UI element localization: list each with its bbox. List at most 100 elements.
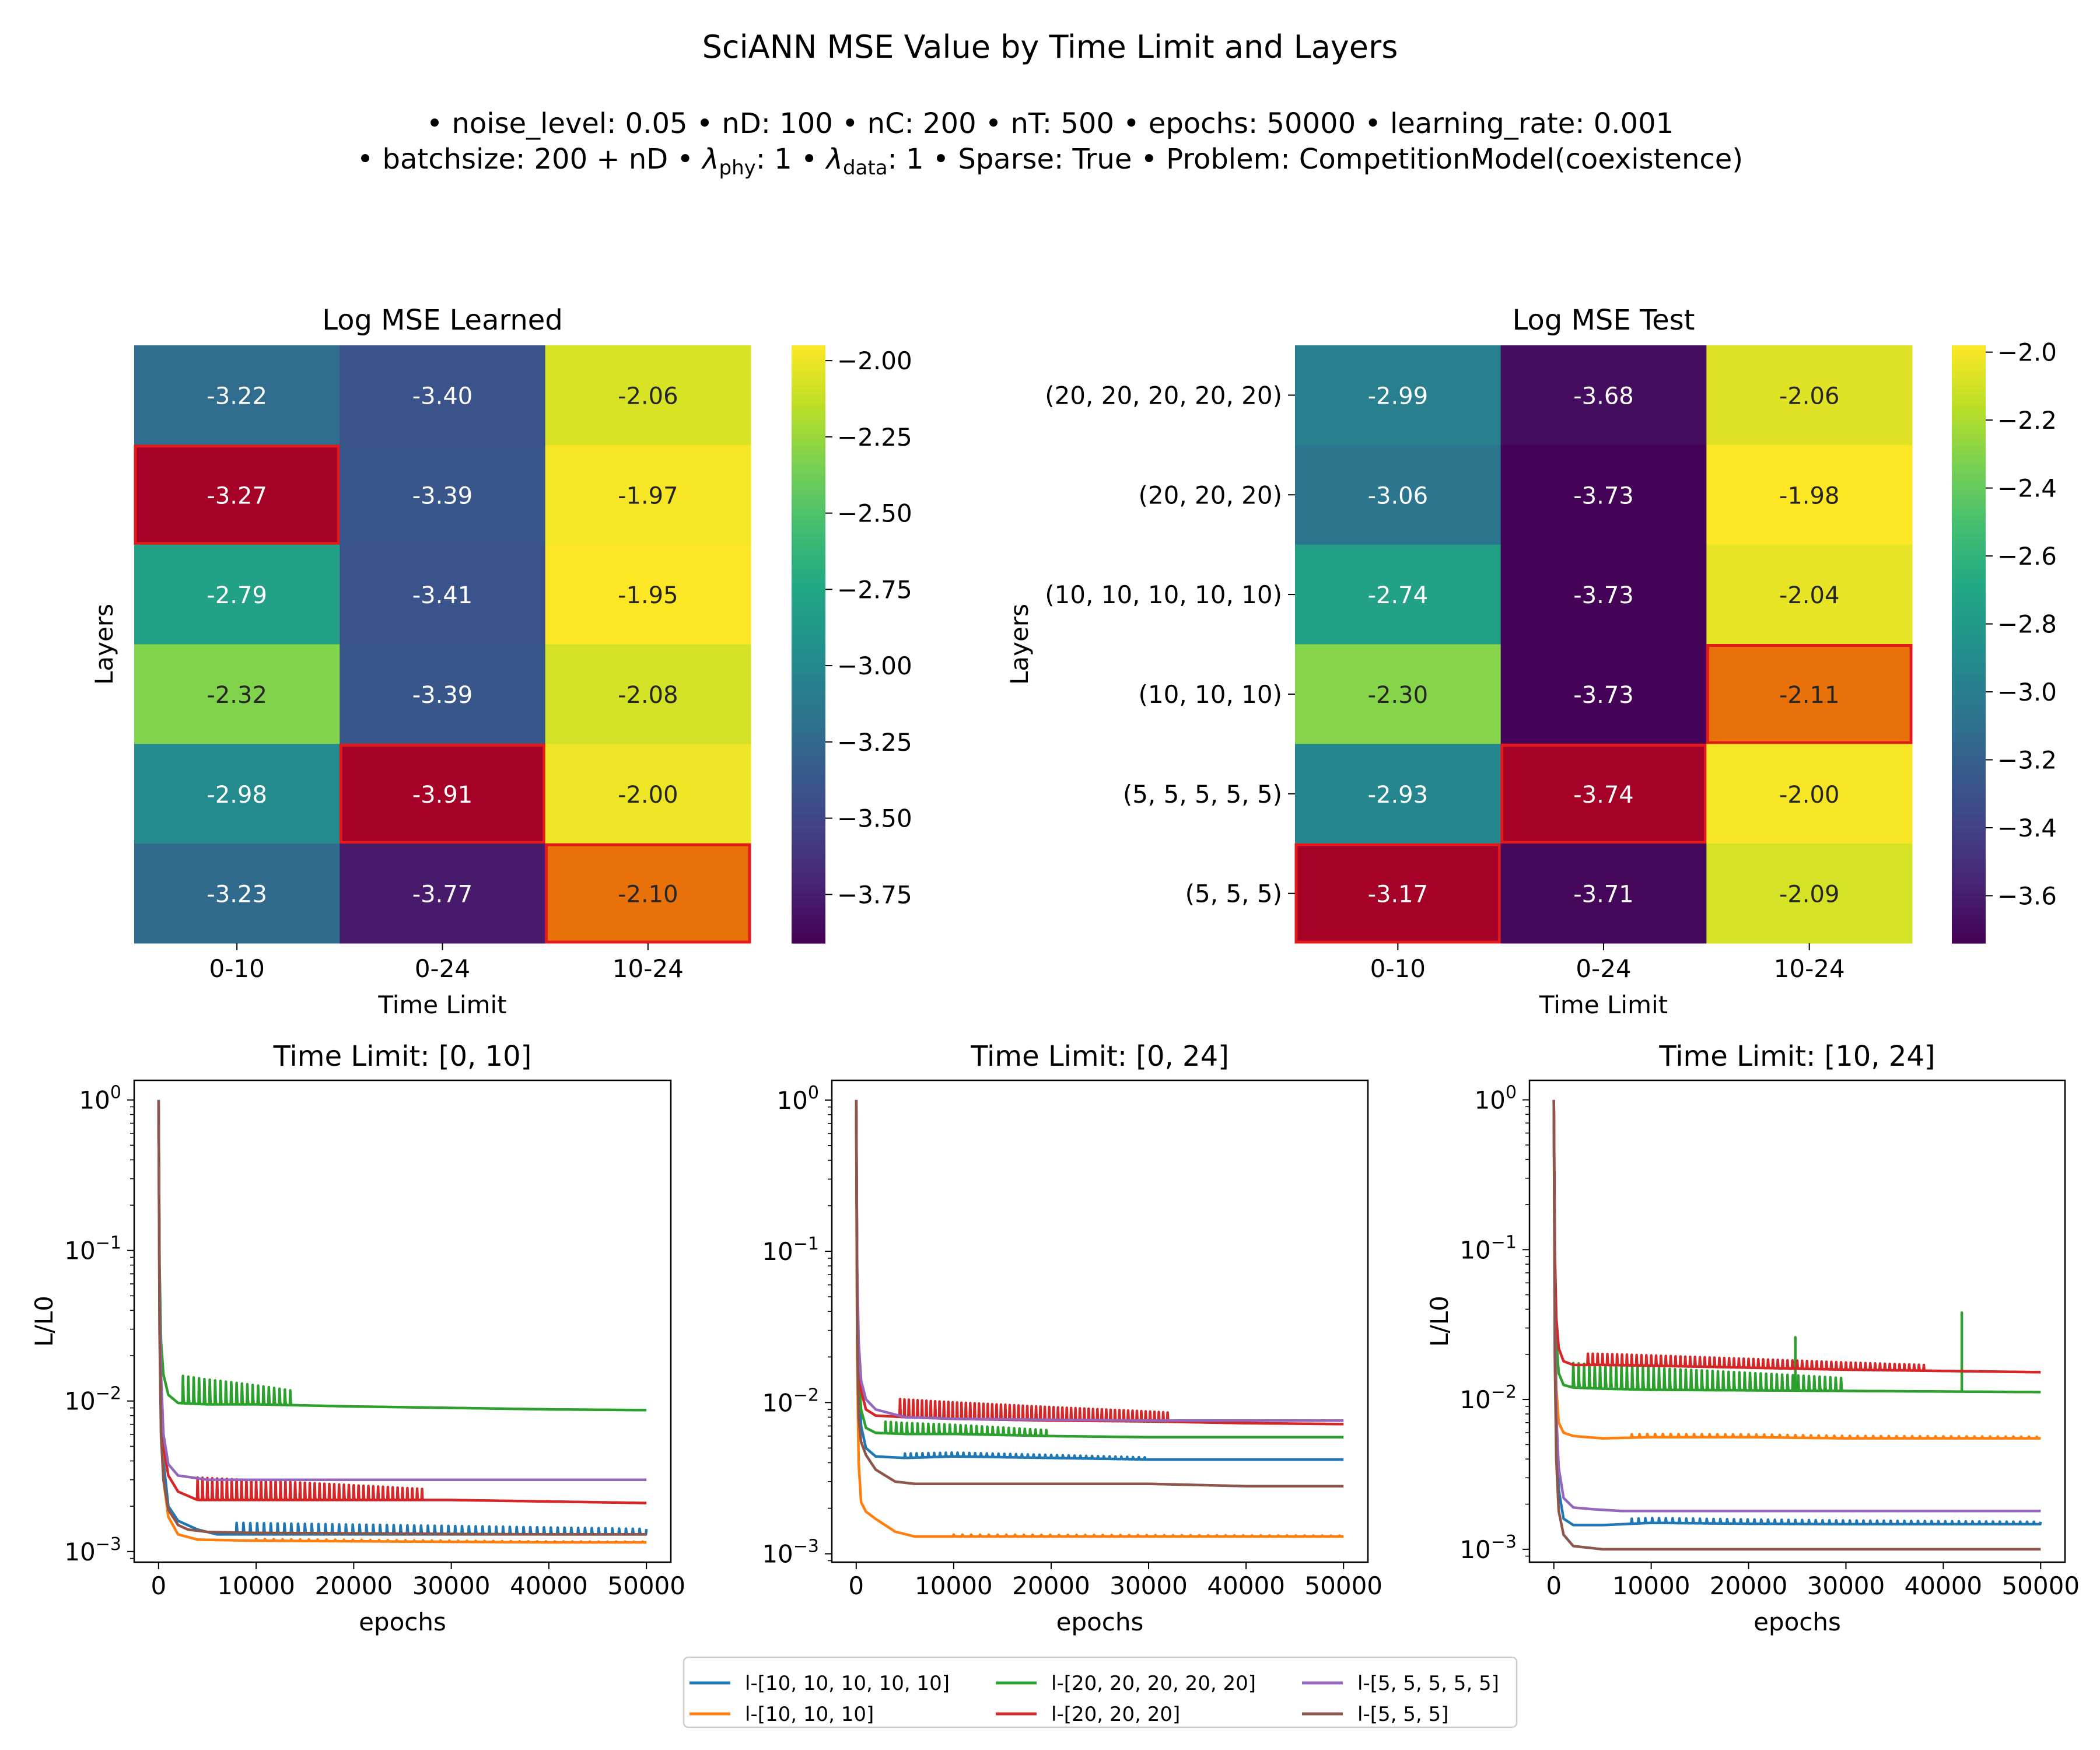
colorbar-segment [792,898,825,904]
heatmap-cell [134,444,340,545]
colorbar-segment [1952,844,1986,849]
colorbar-segment [792,380,825,386]
y-tick-base: 10 [776,1086,807,1115]
y-axis-label: L/L0 [30,1296,58,1347]
colorbar-segment [1952,574,1986,580]
heatmap-cell-label: -2.32 [206,682,267,709]
colorbar-segment [792,554,825,560]
colorbar-segment [792,629,825,635]
colorbar-segment [792,813,825,820]
heatmap-cell-label: -2.93 [1368,782,1429,808]
heatmap-cell [134,844,340,944]
colorbar-segment [1952,524,1986,530]
y-tick-label: 100 [79,1083,121,1115]
heatmap-cell [545,744,751,844]
y-tick-label: (20, 20, 20) [1138,481,1282,509]
plot-frame [1528,1079,2066,1563]
colorbar-segment [792,579,825,585]
heatmap-cell [1706,644,1913,744]
heatmap-cell-label: -3.06 [1368,482,1429,509]
colorbar-segment [1952,350,1986,356]
y-tick-label: (10, 10, 10) [1138,680,1282,709]
colorbar-segment [792,485,825,491]
colorbar-segment [792,465,825,471]
heatmap-cell-label: -3.73 [1573,482,1634,509]
x-tick-label: 10000 [1612,1572,1690,1600]
colorbar-segment [1952,599,1986,605]
y-tick-base: 10 [762,1388,793,1417]
colorbar-segment [1952,808,1986,814]
colorbar-segment [792,450,825,456]
colorbar-segment [792,838,825,844]
colorbar-segment [792,400,825,406]
colorbar-segment [1952,415,1986,421]
plot-frame [831,1079,1369,1563]
colorbar-segment [1952,738,1986,744]
colorbar-segment [792,639,825,645]
heatmap-log-mse-test: -2.99 -3.68 -2.06 -3.06 -3.73 -1.98 -2.74 -3.73… [1005,304,2057,1019]
x-axis-label: epochs [359,1608,446,1636]
y-tick-base: 10 [1474,1086,1505,1114]
heatmap-cell [1295,744,1502,844]
colorbar-segment [792,803,825,809]
colorbar-segment [1952,495,1986,501]
colorbar-segment [792,808,825,814]
colorbar-segment [1952,834,1986,839]
colorbar-segment [1952,405,1986,411]
y-tick-label: 10−1 [762,1234,819,1266]
y-tick-exponent: −3 [96,1534,121,1555]
series-line-5-5-5-5-5 [855,1100,1345,1422]
x-axis-label: Time Limit [377,991,506,1019]
y-tick-label: (5, 5, 5) [1185,880,1282,908]
colorbar-segment [1952,444,1986,450]
heatmap-title: Log MSE Test [1513,304,1695,337]
legend: l-[10, 10, 10, 10, 10] l-[10, 10, 10] l-[2… [682,1656,1518,1728]
colorbar-segment [792,530,825,536]
colorbar-segment [792,754,825,760]
heatmap-cell-label: -2.10 [618,881,678,908]
colorbar-segment [1952,654,1986,660]
subtitle-part-phy-value: : 1 • [756,143,827,176]
colorbar-segment [792,828,825,834]
heatmap-cell [1295,444,1502,545]
heatmap-cell [1295,345,1502,446]
colorbar-segment [792,559,825,565]
colorbar-segment [1952,928,1986,934]
y-tick-exponent: −3 [793,1536,819,1557]
y-tick-exponent: 0 [1506,1082,1517,1102]
x-tick-label: 0-10 [209,954,265,983]
figure-subtitle-line1: • noise_level: 0.05 • nD: 100 • nC: 200 … [426,107,1674,140]
x-tick-label: 0-24 [415,954,470,983]
colorbar: −2.0 −2.2 −2.4 −2.6 −2.8 −3.0 −3.2 −3.4 −3.6 [1952,338,2057,944]
x-tick-label: 40000 [1905,1572,1983,1600]
x-tick-label: 10000 [915,1572,993,1600]
legend-label: l-[10, 10, 10] [745,1703,874,1726]
heatmap-cell-label: -3.71 [1573,881,1634,908]
colorbar-segment [1952,614,1986,620]
colorbar-segment [1952,734,1986,740]
heatmap-cell-label: -3.68 [1573,383,1634,410]
colorbar-segment [792,789,825,794]
series-group [157,1100,648,1544]
y-tick-base: 10 [1460,1535,1490,1564]
colorbar-segment [792,604,825,610]
colorbar-segment [1952,783,1986,789]
colorbar-segment [1952,878,1986,884]
y-tick-label: 100 [1474,1082,1517,1114]
heatmap-cell [1500,744,1707,844]
colorbar-segment [1952,435,1986,440]
heatmap-cell [134,744,340,844]
colorbar-segment [792,345,825,351]
y-tick-exponent: −2 [793,1385,819,1405]
colorbar-segment [1952,789,1986,794]
heatmap-cell [134,644,340,744]
colorbar-segment [792,519,825,526]
colorbar-segment [792,669,825,675]
colorbar-segment [792,544,825,550]
colorbar-tick-label: −3.4 [1997,814,2057,842]
colorbar-segment [792,454,825,461]
colorbar-segment [1952,589,1986,595]
colorbar-segment [1952,485,1986,491]
colorbar-segment [792,360,825,366]
colorbar-segment [792,734,825,740]
